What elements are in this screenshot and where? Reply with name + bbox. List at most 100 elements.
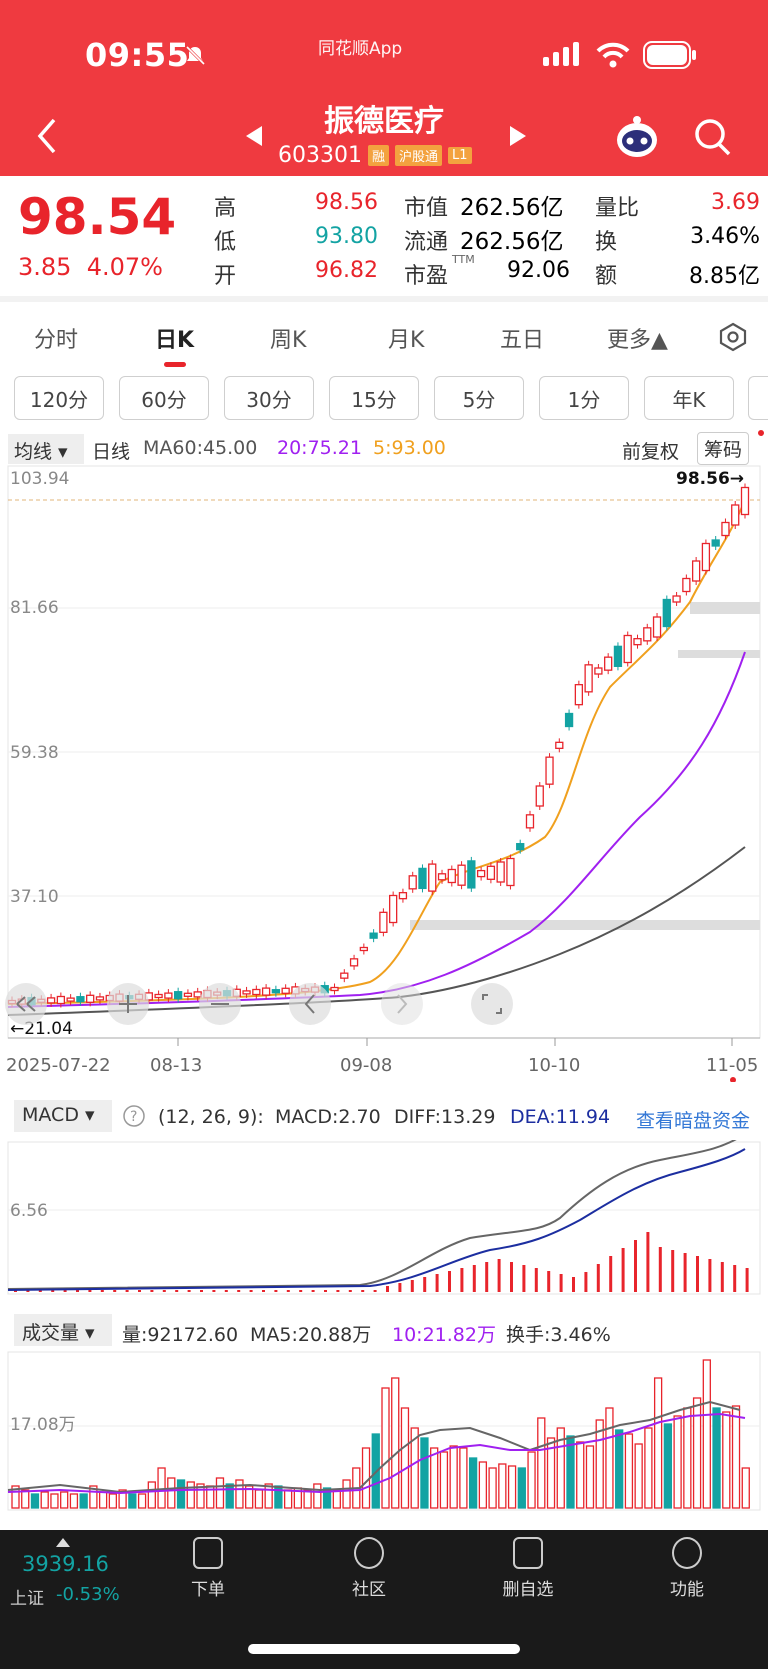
scroll-left-button[interactable] (289, 983, 331, 1025)
volume-chart[interactable]: 17.08万 (0, 1350, 768, 1512)
index-value[interactable]: 3939.16 (22, 1552, 109, 1576)
y-tick: 81.66 (10, 598, 59, 618)
prev-stock-icon[interactable] (244, 124, 264, 148)
macd-bar (745, 1268, 749, 1292)
tab-weekly-k[interactable]: 周K (270, 328, 307, 353)
candle-body (574, 684, 584, 706)
macd-bar (88, 1290, 92, 1292)
robot-assistant-icon[interactable] (614, 114, 660, 160)
macd-bar (472, 1265, 476, 1292)
volume-bar (478, 1461, 488, 1509)
scroll-right-button[interactable] (381, 983, 423, 1025)
volume-bar (624, 1433, 634, 1509)
nav-functions[interactable]: 功能 (647, 1537, 727, 1600)
volume-bar (400, 1407, 410, 1509)
tab-five-day[interactable]: 五日 (500, 328, 545, 353)
macd-bar (720, 1262, 724, 1292)
macd-bar (683, 1253, 687, 1292)
macd-chart[interactable]: 6.56 (0, 1140, 768, 1296)
battery-icon (643, 41, 696, 69)
volume-bar (332, 1489, 341, 1509)
volume-value: 量:92172.60 (122, 1324, 239, 1346)
menu-icon (672, 1537, 702, 1569)
volume-bar (634, 1443, 643, 1509)
candle-body (711, 539, 720, 547)
candle-body (349, 958, 359, 967)
candle-body (652, 616, 662, 638)
last-price: 98.54 (18, 188, 177, 246)
volume-bar (537, 1417, 546, 1509)
vol-ratio-value: 3.69 (711, 190, 760, 215)
volume-bars (11, 1359, 750, 1509)
pill-60min[interactable]: 60分 (119, 376, 209, 420)
search-icon[interactable] (694, 118, 732, 156)
macd-bar (113, 1290, 117, 1292)
adjust-mode[interactable]: 前复权 (622, 441, 680, 463)
nav-remove-watchlist[interactable]: 删自选 (488, 1537, 568, 1600)
tab-daily-k[interactable]: 日K (155, 328, 195, 353)
x-date: 10-10 (528, 1055, 580, 1076)
nav-order[interactable]: 下单 (168, 1537, 248, 1600)
volume-selector[interactable]: 成交量 ▾ (14, 1314, 112, 1346)
ma-selector-label: 均线 (14, 441, 53, 463)
shrink-button[interactable] (5, 983, 47, 1025)
nav-community[interactable]: 社区 (329, 1537, 409, 1600)
mcap-label: 市值 (404, 196, 449, 221)
volume-bar (313, 1483, 322, 1509)
index-change: -0.53% (56, 1584, 120, 1605)
macd-bar (497, 1259, 501, 1292)
candle-body (408, 875, 417, 890)
home-indicator (248, 1644, 520, 1654)
volume-bar (566, 1435, 575, 1509)
candle-body (56, 995, 66, 1005)
pill-5min[interactable]: 5分 (434, 376, 524, 420)
volume-bar (381, 1387, 390, 1509)
volume-selector-label: 成交量 (22, 1322, 80, 1344)
svg-text:?: ? (130, 1109, 137, 1125)
macd-selector[interactable]: MACD ▾ (14, 1100, 112, 1132)
pill-15min[interactable]: 15分 (329, 376, 419, 420)
nav-community-label: 社区 (352, 1580, 386, 1600)
pill-30min[interactable]: 30分 (224, 376, 314, 420)
low-value: 93.80 (315, 224, 378, 249)
volume-bar (459, 1447, 468, 1509)
max-price-marker: 98.56→ (676, 469, 744, 489)
pill-1min[interactable]: 1分 (539, 376, 629, 420)
volume-bar (176, 1479, 186, 1509)
tab-more[interactable]: 更多▲ (607, 328, 668, 353)
pill-120min[interactable]: 120分 (14, 376, 104, 420)
volume-bar (741, 1467, 750, 1509)
tab-intraday[interactable]: 分时 (34, 328, 79, 353)
tag-level: L1 (448, 147, 472, 164)
macd-bar (522, 1265, 526, 1292)
fullscreen-button[interactable] (471, 983, 513, 1025)
settings-icon[interactable] (718, 322, 748, 352)
help-icon[interactable]: ? (122, 1104, 146, 1128)
volume-bar (439, 1451, 449, 1509)
float-label: 流通 (404, 230, 449, 255)
ma20-value: 20:75.21 (277, 437, 362, 459)
tab-monthly-k[interactable]: 月K (388, 328, 425, 353)
candle-body (525, 814, 535, 829)
candle-body (95, 996, 105, 1001)
macd-bar (14, 1290, 17, 1292)
header-bar: 09:55 同花顺App 振德医疗 603301 融 沪股通 L1 (0, 0, 768, 176)
volume-bar (283, 1489, 293, 1509)
pill-year-k[interactable]: 年K (644, 376, 734, 420)
kline-chart[interactable]: 103.94 81.66 59.38 37.10 98.56→ ←21.04 2… (0, 462, 768, 1082)
volume-bar (196, 1483, 205, 1509)
back-icon[interactable] (36, 118, 58, 154)
dark-pool-link[interactable]: 查看暗盘资金 (636, 1110, 751, 1132)
mcap-value: 262.56亿 (460, 195, 564, 221)
ma-selector[interactable]: 均线 ▾ (8, 434, 84, 464)
next-stock-icon[interactable] (508, 124, 528, 148)
chips-button[interactable]: 筹码 (697, 432, 750, 465)
volume-bar (585, 1445, 595, 1509)
candle-body (66, 997, 75, 1002)
pill-overflow[interactable] (748, 376, 768, 420)
candle-body (623, 634, 632, 664)
app-label: 同花顺App (318, 34, 402, 59)
dea-value: DEA:11.94 (510, 1106, 611, 1128)
volume-bar (79, 1493, 88, 1509)
remove-watchlist-icon (513, 1537, 543, 1569)
